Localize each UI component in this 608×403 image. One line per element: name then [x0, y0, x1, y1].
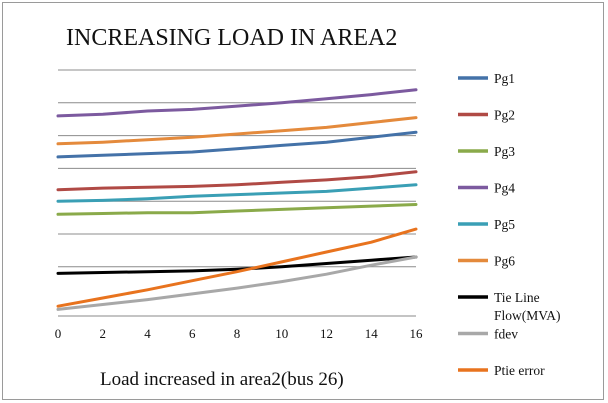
legend-label-3: Pg4: [494, 181, 515, 196]
chart-title: INCREASING LOAD IN AREA2: [66, 25, 397, 51]
legend-label-5: Pg6: [494, 254, 515, 269]
x-tick-label: 14: [365, 326, 379, 341]
series-line-7: [56, 255, 418, 311]
series-line-2: [56, 203, 418, 216]
x-tick-label: 10: [275, 326, 288, 341]
x-tick-label: 0: [55, 326, 62, 341]
x-tick-label: 6: [189, 326, 196, 341]
series-line-0: [56, 130, 418, 159]
x-tick-label: 12: [320, 326, 333, 341]
grid-lines: [58, 69, 416, 268]
x-tick-label: 16: [410, 326, 424, 341]
x-tick-label: 4: [144, 326, 151, 341]
x-axis-label: Load increased in area2(bus 26): [100, 369, 344, 390]
legend-label-4: Pg5: [494, 217, 515, 232]
legend-label-2: Pg3: [494, 144, 515, 159]
legend-label-1: Pg2: [494, 108, 515, 123]
series-lines: [56, 88, 418, 311]
x-tick-labels: 0 2 4 6 8 10 12 14 16: [55, 326, 423, 341]
x-tick-label: 2: [100, 326, 107, 341]
legend-label-7: fdev: [494, 327, 518, 342]
series-line-6: [56, 255, 418, 275]
legend-label-8: Ptie error: [494, 363, 545, 378]
series-line-3: [56, 88, 418, 118]
series-line-8: [56, 227, 418, 308]
legend-label-0: Pg1: [494, 71, 515, 86]
series-line-5: [56, 116, 418, 146]
series-line-4: [56, 183, 418, 203]
legend-label-6: Tie Line Flow(MVA): [494, 290, 561, 323]
series-line-1: [56, 170, 418, 192]
legend: Pg1 Pg2 Pg3 Pg4 Pg5 Pg6 Tie Line Flow(MVA) fdev P…: [458, 71, 561, 378]
x-tick-label: 8: [234, 326, 241, 341]
